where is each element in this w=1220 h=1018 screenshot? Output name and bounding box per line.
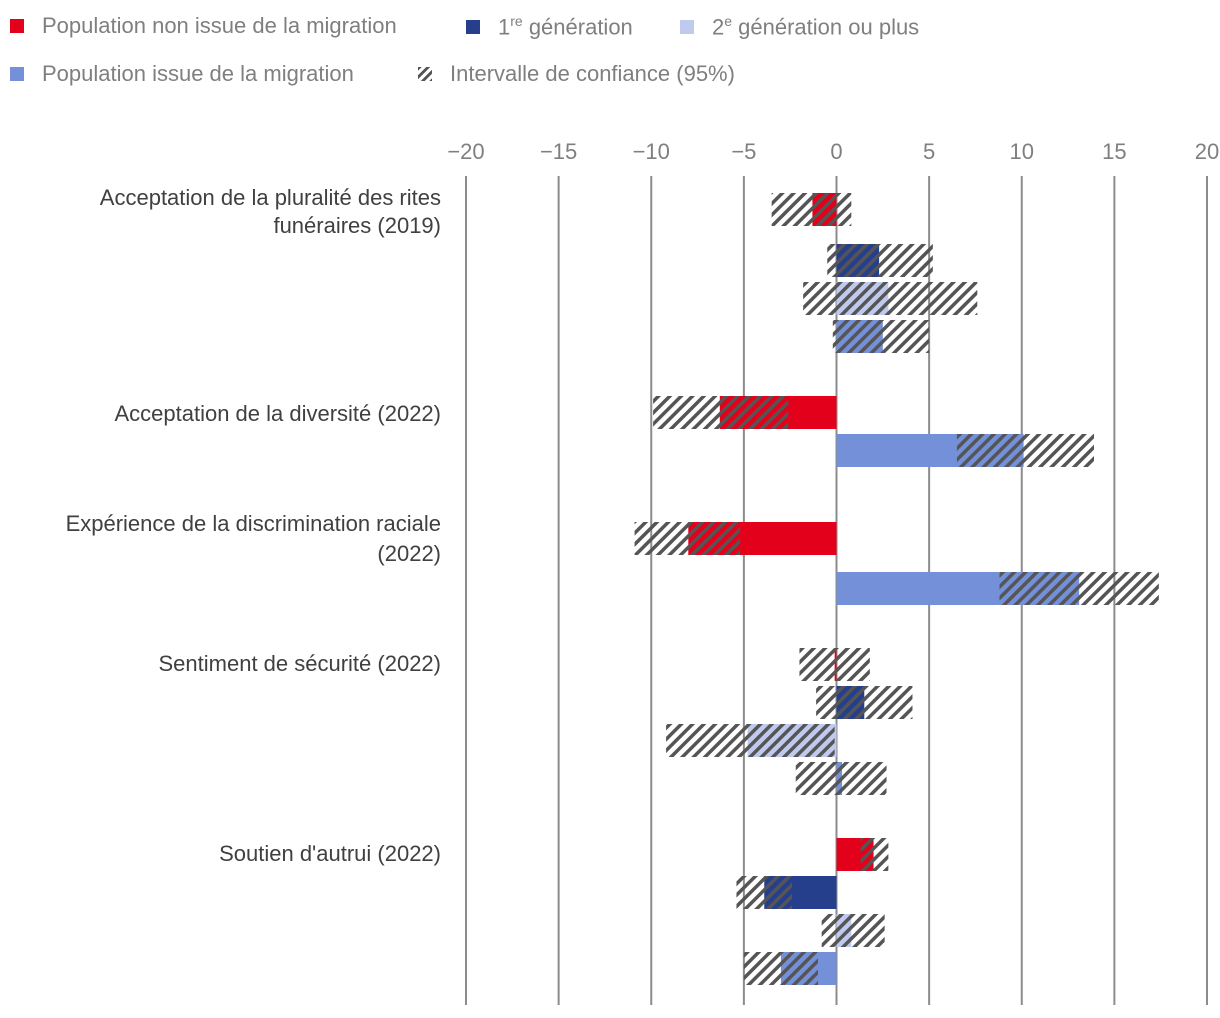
- legend-label: 1re génération: [498, 13, 633, 40]
- legend-item-confidence-interval: Intervalle de confiance (95%): [418, 61, 735, 87]
- category-label: funéraires (2019): [273, 213, 441, 238]
- category-label: (2022): [377, 541, 441, 566]
- confidence-interval: [821, 914, 885, 947]
- legend-item-second-generation: 2e génération ou plus: [680, 13, 919, 40]
- legend-swatch-dark-blue: [466, 19, 480, 34]
- confidence-interval: [827, 244, 933, 277]
- legend-label: Population issue de la migration: [42, 61, 354, 86]
- legend: Population non issue de la migration 1re…: [0, 0, 1220, 110]
- confidence-interval: [795, 762, 887, 795]
- x-tick-label: −10: [633, 139, 670, 164]
- x-tick-label: −5: [731, 139, 756, 164]
- legend-label: Intervalle de confiance (95%): [450, 61, 735, 86]
- x-tick-label: −20: [447, 139, 484, 164]
- legend-swatch-hatch: [418, 67, 432, 81]
- x-tick-label: −15: [540, 139, 577, 164]
- category-label: Acceptation de la diversité (2022): [114, 401, 441, 426]
- legend-label: Population non issue de la migration: [42, 13, 397, 38]
- x-axis-tick-labels: −20 −15 −10 −5 0 5 10 15 20: [447, 139, 1219, 164]
- confidence-interval: [816, 686, 913, 719]
- category-labels: Acceptation de la pluralité des rites fun…: [66, 185, 441, 866]
- x-tick-label: 0: [830, 139, 842, 164]
- category-label: Acceptation de la pluralité des rites: [100, 185, 441, 210]
- confidence-interval: [956, 434, 1094, 467]
- confidence-interval: [999, 572, 1159, 605]
- bars: [634, 193, 1159, 985]
- category-label: Expérience de la discrimination raciale: [66, 511, 441, 536]
- confidence-interval: [666, 724, 835, 757]
- legend-swatch-medium-blue: [10, 67, 24, 81]
- x-tick-label: 10: [1010, 139, 1034, 164]
- x-tick-label: 15: [1102, 139, 1126, 164]
- legend-swatch-red: [10, 19, 24, 33]
- confidence-interval: [736, 876, 793, 909]
- category-label: Soutien d'autrui (2022): [219, 841, 441, 866]
- legend-item-non-migration: Population non issue de la migration: [10, 13, 397, 39]
- category-label: Sentiment de sécurité (2022): [159, 651, 442, 676]
- confidence-interval: [803, 282, 978, 315]
- confidence-interval: [860, 838, 889, 871]
- legend-item-migration: Population issue de la migration: [10, 61, 354, 87]
- x-tick-label: 20: [1195, 139, 1219, 164]
- legend-label: 2e génération ou plus: [712, 13, 920, 40]
- confidence-interval: [653, 396, 789, 429]
- confidence-interval: [832, 320, 930, 353]
- legend-swatch-light-blue: [680, 19, 694, 34]
- confidence-interval: [799, 648, 870, 681]
- confidence-interval: [743, 952, 818, 985]
- confidence-interval: [634, 522, 741, 555]
- legend-item-first-generation: 1re génération: [466, 13, 633, 40]
- confidence-interval: [771, 193, 852, 226]
- x-tick-label: 5: [923, 139, 935, 164]
